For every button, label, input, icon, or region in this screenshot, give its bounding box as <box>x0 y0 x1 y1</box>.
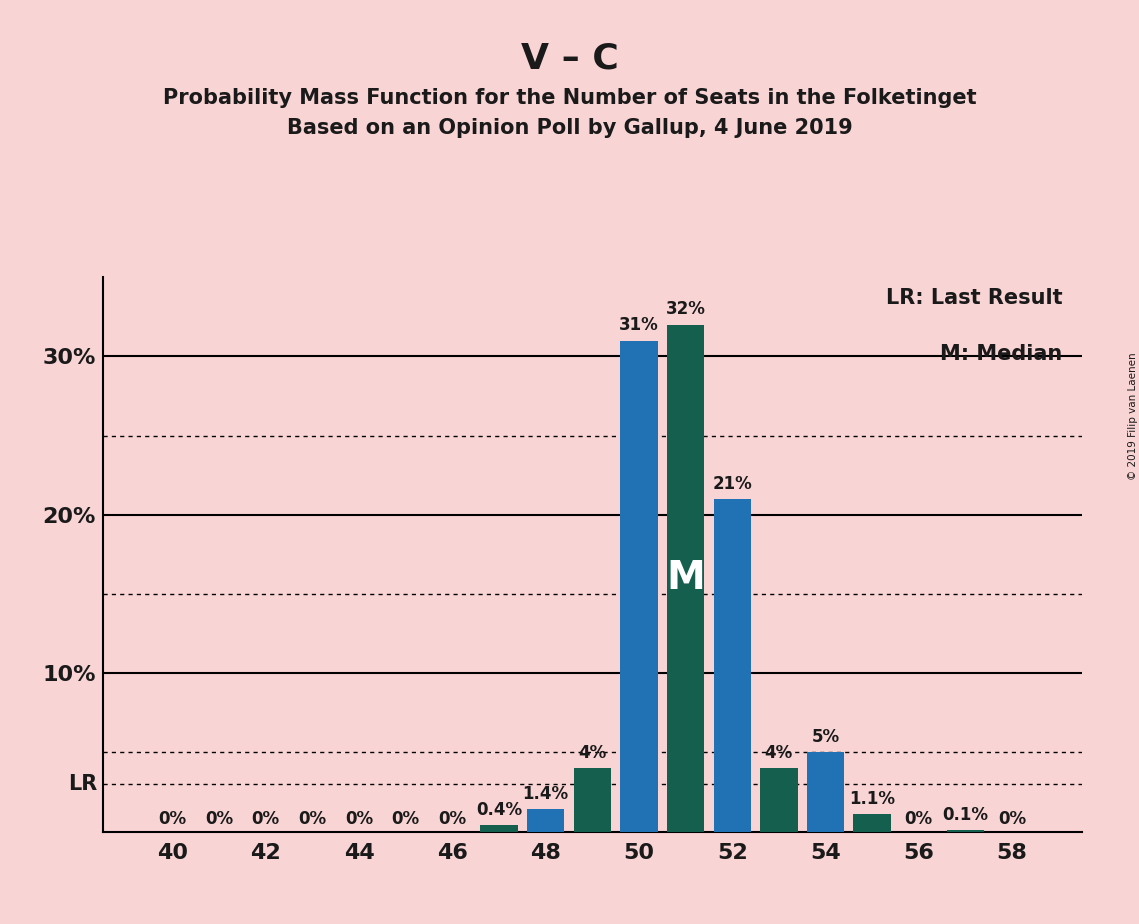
Text: 0%: 0% <box>158 810 187 829</box>
Text: 0%: 0% <box>298 810 327 829</box>
Bar <box>621 341 657 832</box>
Text: 21%: 21% <box>712 475 752 492</box>
Bar <box>760 768 797 832</box>
Bar <box>667 324 704 832</box>
Text: 4%: 4% <box>579 744 606 762</box>
Text: LR: Last Result: LR: Last Result <box>886 288 1063 309</box>
Bar <box>713 499 751 832</box>
Text: 1.4%: 1.4% <box>523 785 568 803</box>
Text: 0%: 0% <box>252 810 280 829</box>
Text: 0.4%: 0.4% <box>476 801 522 819</box>
Text: 32%: 32% <box>665 300 705 319</box>
Bar <box>481 825 517 832</box>
Text: © 2019 Filip van Laenen: © 2019 Filip van Laenen <box>1129 352 1138 480</box>
Text: Based on an Opinion Poll by Gallup, 4 June 2019: Based on an Opinion Poll by Gallup, 4 Ju… <box>287 118 852 139</box>
Text: 0.1%: 0.1% <box>942 806 989 823</box>
Text: 5%: 5% <box>811 728 839 746</box>
Text: M: M <box>666 559 705 597</box>
Text: 0%: 0% <box>345 810 374 829</box>
Text: V – C: V – C <box>521 42 618 76</box>
Text: 0%: 0% <box>392 810 420 829</box>
Text: 4%: 4% <box>764 744 793 762</box>
Bar <box>574 768 611 832</box>
Bar <box>947 830 984 832</box>
Bar <box>853 814 891 832</box>
Text: 0%: 0% <box>439 810 466 829</box>
Text: 1.1%: 1.1% <box>850 790 895 808</box>
Text: 31%: 31% <box>620 316 658 334</box>
Bar <box>527 809 564 832</box>
Text: LR: LR <box>68 774 98 794</box>
Text: Probability Mass Function for the Number of Seats in the Folketinget: Probability Mass Function for the Number… <box>163 88 976 108</box>
Bar <box>806 752 844 832</box>
Text: M: Median: M: Median <box>940 344 1063 364</box>
Text: 0%: 0% <box>205 810 233 829</box>
Text: 0%: 0% <box>998 810 1026 829</box>
Text: 0%: 0% <box>904 810 933 829</box>
